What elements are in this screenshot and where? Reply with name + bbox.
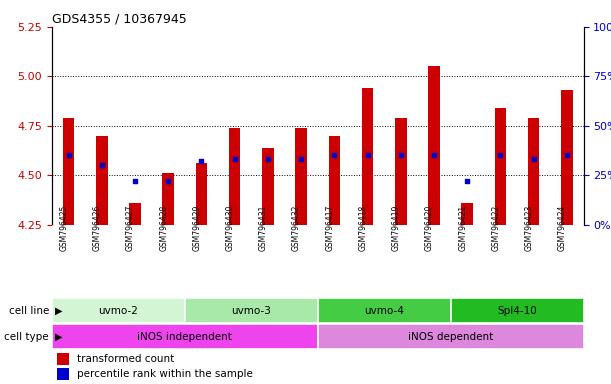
- Point: [163, 178, 173, 184]
- Bar: [461, 203, 473, 225]
- Text: GSM796417: GSM796417: [325, 204, 334, 251]
- Text: GSM796431: GSM796431: [259, 204, 268, 251]
- Point: [296, 156, 306, 162]
- Text: GSM796424: GSM796424: [558, 204, 567, 251]
- Text: GDS4355 / 10367945: GDS4355 / 10367945: [52, 13, 187, 26]
- Text: transformed count: transformed count: [77, 354, 174, 364]
- Bar: [129, 203, 141, 225]
- Text: GSM796418: GSM796418: [359, 204, 368, 251]
- Point: [97, 162, 107, 169]
- Bar: [63, 118, 75, 225]
- Point: [64, 152, 73, 159]
- Bar: [295, 128, 307, 225]
- Text: GSM796420: GSM796420: [425, 204, 434, 251]
- Text: uvmo-2: uvmo-2: [98, 306, 138, 316]
- Point: [329, 152, 339, 159]
- Text: GSM796419: GSM796419: [392, 204, 401, 251]
- Point: [529, 156, 538, 162]
- Text: GSM796426: GSM796426: [93, 204, 102, 251]
- Bar: [450, 298, 584, 323]
- Text: uvmo-3: uvmo-3: [232, 306, 271, 316]
- Bar: [528, 118, 540, 225]
- Bar: [561, 90, 573, 225]
- Bar: [395, 118, 406, 225]
- Point: [130, 178, 140, 184]
- Bar: [196, 163, 207, 225]
- Text: GSM796422: GSM796422: [491, 204, 500, 251]
- Bar: [57, 353, 69, 365]
- Text: ▶: ▶: [55, 332, 62, 342]
- Text: GSM796428: GSM796428: [159, 204, 168, 251]
- Text: cell type: cell type: [4, 332, 49, 342]
- Text: GSM796427: GSM796427: [126, 204, 135, 251]
- Bar: [185, 298, 318, 323]
- Bar: [57, 367, 69, 379]
- Text: percentile rank within the sample: percentile rank within the sample: [77, 369, 253, 379]
- Point: [263, 156, 273, 162]
- Text: uvmo-4: uvmo-4: [364, 306, 404, 316]
- Bar: [262, 147, 274, 225]
- Point: [496, 152, 505, 159]
- Text: iNOS dependent: iNOS dependent: [408, 332, 493, 342]
- Point: [197, 158, 207, 164]
- Text: Spl4-10: Spl4-10: [497, 306, 537, 316]
- Bar: [318, 298, 450, 323]
- Bar: [428, 66, 440, 225]
- Text: GSM796432: GSM796432: [292, 204, 301, 251]
- Bar: [329, 136, 340, 225]
- Bar: [318, 324, 584, 349]
- Point: [396, 152, 406, 159]
- Bar: [52, 298, 185, 323]
- Text: GSM796430: GSM796430: [225, 204, 235, 251]
- Bar: [229, 128, 241, 225]
- Bar: [362, 88, 373, 225]
- Point: [230, 156, 240, 162]
- Text: GSM796425: GSM796425: [59, 204, 68, 251]
- Text: GSM796429: GSM796429: [192, 204, 202, 251]
- Bar: [495, 108, 507, 225]
- Text: cell line: cell line: [9, 306, 49, 316]
- Text: GSM796423: GSM796423: [525, 204, 533, 251]
- Point: [562, 152, 572, 159]
- Text: ▶: ▶: [55, 306, 62, 316]
- Point: [429, 152, 439, 159]
- Point: [463, 178, 472, 184]
- Bar: [163, 173, 174, 225]
- Point: [363, 152, 373, 159]
- Text: GSM796421: GSM796421: [458, 204, 467, 251]
- Bar: [96, 136, 108, 225]
- Bar: [52, 324, 318, 349]
- Text: iNOS independent: iNOS independent: [137, 332, 232, 342]
